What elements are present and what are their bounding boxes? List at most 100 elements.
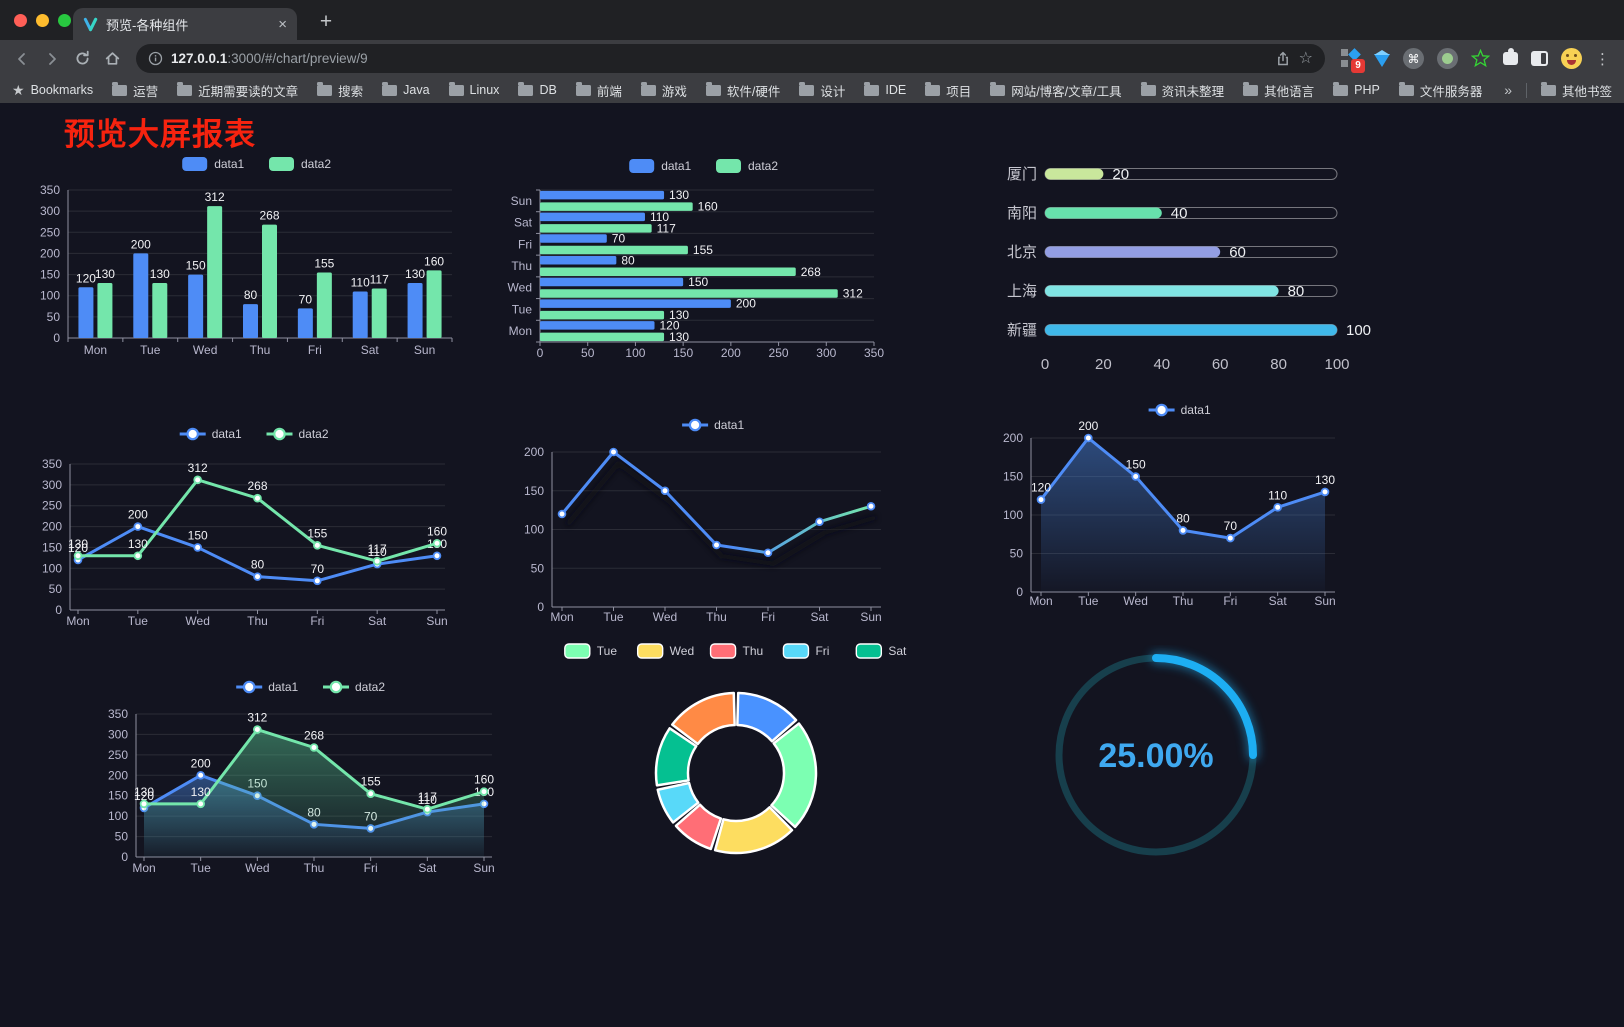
bookmark-folder[interactable]: 运营 (112, 81, 158, 100)
browser-tab[interactable]: 预览-各种组件 × (73, 8, 297, 40)
svg-text:130: 130 (1315, 473, 1335, 487)
svg-text:Sat: Sat (418, 861, 437, 875)
bookmark-folder[interactable]: 搜索 (317, 81, 363, 100)
record-extension-icon[interactable] (1437, 48, 1458, 69)
svg-text:Sun: Sun (860, 610, 881, 624)
bookmark-folder[interactable]: 前端 (575, 81, 622, 100)
bookmark-folder[interactable]: 其他语言 (1243, 81, 1314, 100)
side-panel-icon[interactable] (1531, 51, 1548, 66)
bookmark-folder[interactable]: Linux (448, 81, 499, 100)
extensions-cluster: 9 ⌘ ⋮ (1335, 47, 1616, 73)
chart-bar-horizontal[interactable]: data1 data2 Sun Sat Fri Thu Wed Tue Mon 0 50 100 150… (496, 150, 896, 372)
svg-text:Sat: Sat (888, 644, 907, 658)
window-zoom-button[interactable] (58, 14, 71, 27)
svg-text:Thu: Thu (247, 614, 268, 628)
bookmark-folder[interactable]: 软件/硬件 (705, 81, 780, 100)
svg-text:200: 200 (108, 768, 128, 782)
svg-text:Thu: Thu (706, 610, 727, 624)
svg-text:200: 200 (1078, 419, 1098, 433)
svg-text:70: 70 (299, 292, 313, 306)
svg-text:150: 150 (1003, 470, 1023, 484)
chart-line-gradient[interactable]: data1 0 50 100 150 200 Mon Tue Wed Thu Fri Sat Sun (498, 398, 893, 640)
bookmarks-bar: ★ Bookmarks 运营 近期需要读的文章 搜索 Java Linux DB 前端 游戏软… (0, 77, 1624, 103)
bookmark-folders: 运营 近期需要读的文章 搜索 Java Linux DB 前端 游戏 软件/硬件 设计 IDE 项目网… (112, 81, 1482, 100)
window-close-button[interactable] (14, 14, 27, 27)
svg-text:Wed: Wed (245, 861, 269, 875)
star-extension-icon[interactable] (1471, 49, 1490, 68)
bookmark-folder[interactable]: 设计 (799, 81, 845, 100)
bookmark-folder[interactable]: PHP (1333, 81, 1380, 100)
bookmark-folder[interactable]: 文件服务器 (1398, 81, 1482, 100)
svg-text:120: 120 (68, 541, 88, 555)
svg-text:Sat: Sat (810, 610, 829, 624)
omnibox[interactable]: 127.0.0.1:3000/#/chart/preview/9 ☆ (136, 44, 1325, 73)
svg-text:Mon: Mon (1029, 594, 1052, 608)
svg-text:data1: data1 (714, 418, 744, 432)
bookmark-folder[interactable]: IDE (864, 81, 906, 100)
home-button[interactable] (98, 45, 126, 73)
bookmark-folder[interactable]: 项目 (925, 81, 971, 100)
reload-button[interactable] (68, 45, 96, 73)
svg-text:data1: data1 (661, 159, 691, 173)
svg-text:150: 150 (40, 268, 60, 282)
svg-text:南阳: 南阳 (1007, 205, 1037, 222)
svg-text:70: 70 (1224, 519, 1238, 533)
bookmark-folder[interactable]: 网站/博客/文章/工具 (990, 81, 1122, 100)
svg-text:0: 0 (121, 850, 128, 864)
bookmark-folder[interactable]: 资讯未整理 (1140, 81, 1224, 100)
bookmarks-right: » 其他书签 (1504, 81, 1612, 100)
bookmarks-manager[interactable]: ★ Bookmarks (12, 82, 93, 99)
window-minimize-button[interactable] (36, 14, 49, 27)
svg-text:130: 130 (95, 267, 115, 281)
folder-icon (1398, 82, 1414, 96)
profile-avatar[interactable] (1561, 48, 1582, 69)
svg-text:250: 250 (40, 225, 60, 239)
svg-text:150: 150 (1126, 458, 1146, 472)
svg-text:130: 130 (669, 188, 689, 202)
svg-text:Mon: Mon (66, 614, 89, 628)
svg-text:200: 200 (721, 346, 741, 360)
browser-toolbar: 127.0.0.1:3000/#/chart/preview/9 ☆ 9 ⌘ ⋮ (0, 40, 1624, 77)
bookmark-folder[interactable]: Java (382, 81, 430, 100)
gem-extension-icon[interactable] (1374, 49, 1390, 67)
browser-menu-icon[interactable]: ⋮ (1595, 50, 1610, 68)
bookmark-star-icon[interactable]: ☆ (1298, 49, 1313, 67)
chart-line-area-single[interactable]: data1 0 50 100 150 200 Mon Tue Wed Thu Fri Sat Sun 12… (983, 386, 1345, 620)
extension-badge: 9 (1351, 58, 1365, 73)
svg-text:160: 160 (427, 524, 447, 538)
chart-bar-vertical[interactable]: data1 data2 0 50 100 150 200 250 300 350 Mon Tue Wed… (30, 148, 460, 370)
other-bookmarks[interactable]: 其他书签 (1540, 81, 1612, 100)
svg-text:150: 150 (42, 540, 62, 554)
forward-button[interactable] (38, 45, 66, 73)
extensions-puzzle-icon[interactable] (1503, 48, 1518, 65)
bookmarks-overflow-chevron[interactable]: » (1504, 82, 1512, 98)
svg-text:20: 20 (1112, 166, 1129, 183)
svg-text:80: 80 (621, 253, 635, 267)
site-info-icon[interactable] (148, 51, 163, 66)
svg-text:130: 130 (128, 537, 148, 551)
svg-text:268: 268 (259, 209, 279, 223)
chart-line-two-series[interactable]: data1 data2 0 50 100 150 200 250 300 350 Mon Tue Wed… (30, 418, 460, 638)
new-tab-button[interactable]: + (319, 10, 333, 33)
window-controls (14, 14, 71, 27)
svg-text:300: 300 (40, 204, 60, 218)
page-content: 预览大屏报表 data1 data2 0 50 100 150 200 250 300 350 Mo… (0, 103, 1624, 1027)
chart-line-area-two[interactable]: data1 data2 0 50 100 150 200 250 300 350 Mon Tue Wed… (92, 662, 504, 894)
share-icon[interactable] (1275, 51, 1291, 67)
svg-text:110: 110 (418, 793, 437, 807)
bookmark-folder[interactable]: DB (518, 81, 557, 100)
svg-text:Thu: Thu (250, 343, 271, 357)
tab-title: 预览-各种组件 (106, 17, 189, 33)
bookmark-folder[interactable]: 游戏 (640, 81, 687, 100)
tab-close-icon[interactable]: × (278, 15, 287, 33)
site-favicon (83, 17, 98, 32)
command-extension-icon[interactable]: ⌘ (1403, 48, 1424, 69)
chart-progress-bars[interactable]: 厦门 20 南阳 40 北京 60 上海 80 新疆 100 0 20 40 60 80 100 (985, 150, 1385, 385)
svg-text:100: 100 (108, 809, 128, 823)
extension-icon-grid[interactable]: 9 (1341, 47, 1365, 73)
folder-icon (1243, 82, 1259, 96)
back-button[interactable] (8, 45, 36, 73)
chart-gauge[interactable]: 25.00% (1048, 645, 1268, 871)
bookmark-folder[interactable]: 近期需要读的文章 (177, 81, 298, 100)
